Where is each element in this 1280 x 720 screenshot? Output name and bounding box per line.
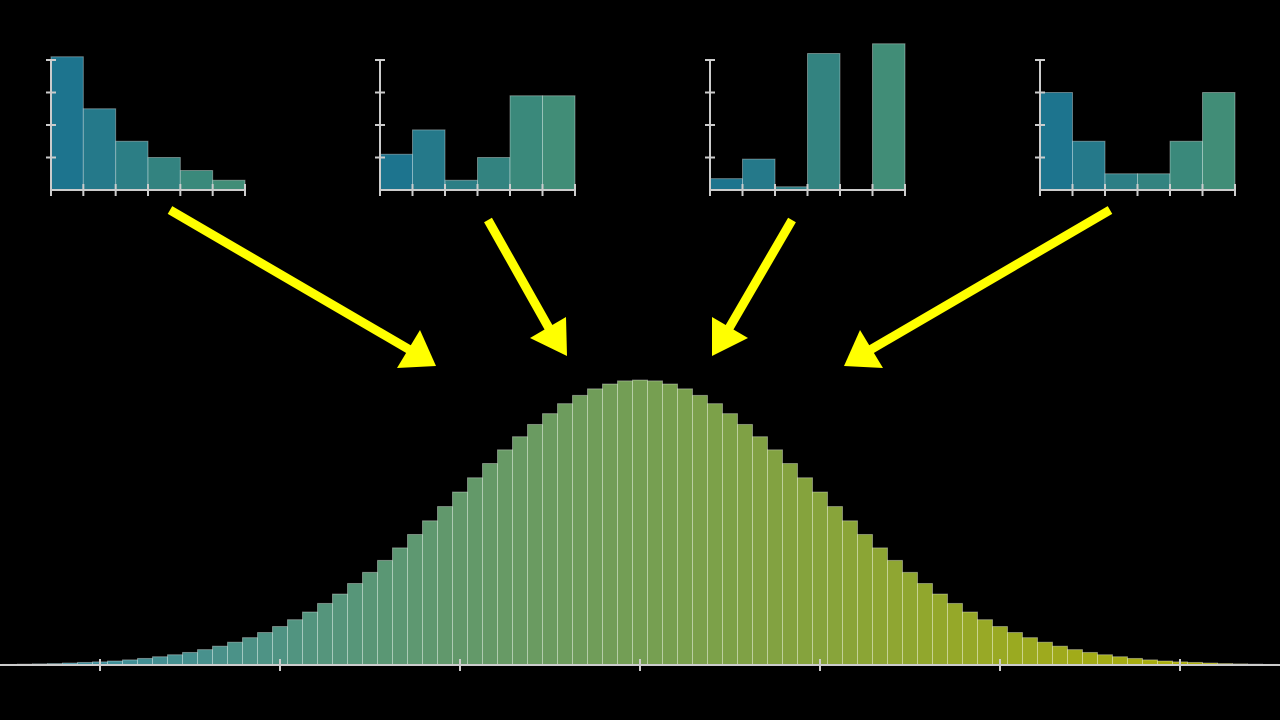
bar <box>377 559 393 666</box>
bar <box>527 423 543 666</box>
bar <box>467 477 483 666</box>
bar <box>444 179 478 191</box>
bar <box>1022 637 1038 666</box>
bar <box>509 95 543 191</box>
arrow <box>844 206 1113 368</box>
bar <box>407 533 423 666</box>
bar <box>227 641 243 666</box>
bar <box>617 380 633 666</box>
bar <box>887 559 903 666</box>
bar <box>722 413 738 666</box>
bar <box>947 602 963 666</box>
bar <box>752 436 768 666</box>
bar <box>807 53 841 191</box>
bar <box>362 571 378 666</box>
bar <box>692 394 708 666</box>
bar <box>317 602 333 666</box>
bar <box>647 380 663 666</box>
bar <box>962 611 978 666</box>
arrow <box>167 206 436 368</box>
arrow <box>484 217 567 356</box>
bar <box>302 611 318 666</box>
bar <box>1052 645 1068 666</box>
bar <box>917 582 933 666</box>
bar <box>182 651 198 666</box>
bar <box>332 593 348 666</box>
bar <box>1039 92 1073 191</box>
bar <box>742 158 776 191</box>
bar <box>452 491 468 666</box>
bar <box>1037 641 1053 666</box>
bar <box>572 394 588 666</box>
bar <box>242 637 258 666</box>
arrow-head <box>712 317 748 356</box>
arrow-head <box>397 330 436 368</box>
bar <box>82 108 117 191</box>
bar <box>797 477 813 666</box>
bar <box>179 170 214 191</box>
bar <box>872 547 888 666</box>
bar <box>512 436 528 666</box>
bar <box>1007 632 1023 666</box>
bar <box>347 582 363 666</box>
bar <box>709 178 743 191</box>
bar <box>167 654 183 666</box>
bar <box>827 506 843 666</box>
bar <box>1112 656 1128 666</box>
bar <box>287 619 303 666</box>
bar <box>197 649 213 666</box>
bar <box>212 179 246 191</box>
arrow-head <box>530 317 567 356</box>
bar <box>587 388 603 666</box>
bar <box>902 571 918 666</box>
bar <box>1067 649 1083 666</box>
arrow-shaft <box>724 217 796 333</box>
bar <box>677 388 693 666</box>
bar <box>1104 173 1138 191</box>
bar <box>842 520 858 666</box>
bar <box>542 95 576 191</box>
bar <box>1137 173 1171 191</box>
bar <box>1202 92 1236 191</box>
bar <box>977 619 993 666</box>
bar <box>257 632 273 666</box>
bar <box>542 413 558 666</box>
bar <box>392 547 408 666</box>
bar <box>707 403 723 666</box>
bar <box>477 157 511 191</box>
bar <box>782 463 798 666</box>
bar <box>1097 654 1113 666</box>
bar <box>662 383 678 666</box>
bar <box>412 129 446 191</box>
bar <box>497 449 513 666</box>
bar <box>932 593 948 666</box>
bar <box>152 656 168 666</box>
bar <box>557 403 573 666</box>
bar <box>872 43 906 191</box>
bar <box>115 140 149 191</box>
bar <box>1082 651 1098 666</box>
bar <box>50 56 84 191</box>
bar <box>812 491 828 666</box>
bar <box>767 449 783 666</box>
bar <box>602 383 618 666</box>
bar <box>437 506 453 666</box>
bar <box>737 423 753 666</box>
bar <box>632 379 648 666</box>
bar <box>379 153 413 191</box>
bar <box>147 157 181 191</box>
arrow-head <box>844 330 883 368</box>
arrow-shaft <box>167 206 413 354</box>
arrow-shaft <box>484 217 554 333</box>
arrow-shaft <box>867 206 1113 354</box>
bar <box>212 645 228 666</box>
bar <box>1169 140 1203 191</box>
bar <box>482 463 498 666</box>
bar <box>422 520 438 666</box>
arrow <box>712 217 796 356</box>
bar <box>857 533 873 666</box>
bar <box>1072 140 1106 191</box>
